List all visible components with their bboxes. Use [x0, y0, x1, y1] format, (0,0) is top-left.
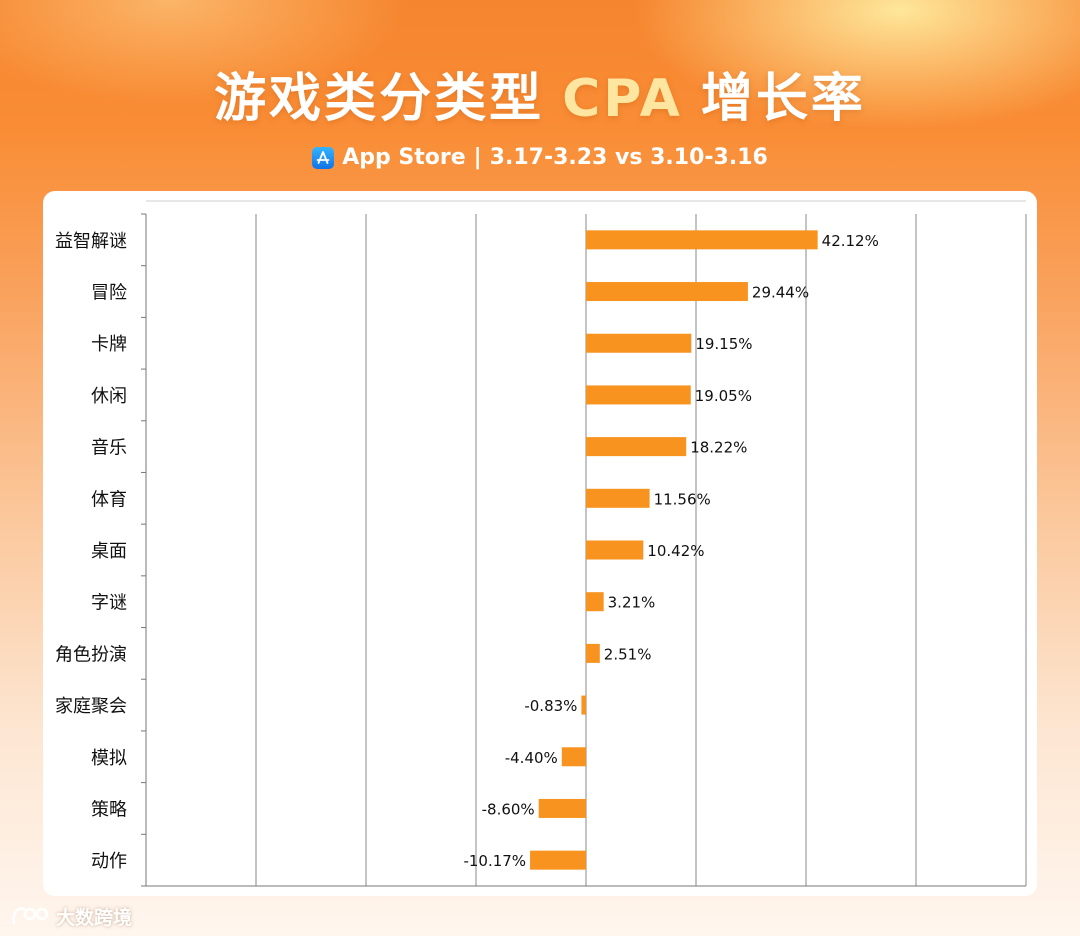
category-label: 模拟 [91, 748, 127, 769]
bar [586, 592, 604, 612]
data-label: -4.40% [505, 749, 558, 767]
category-label: 卡牌 [91, 334, 127, 355]
category-label: 体育 [91, 489, 127, 510]
category-label: 音乐 [91, 438, 127, 459]
bar [586, 385, 691, 405]
data-label: -8.60% [482, 800, 535, 818]
bar [586, 282, 748, 302]
bar [586, 643, 600, 663]
bar [530, 850, 586, 870]
category-label: 益智解谜 [55, 231, 127, 252]
bar [586, 230, 818, 250]
data-label: 3.21% [608, 594, 656, 612]
title-part1: 游戏类分类型 [214, 69, 545, 129]
category-label: 策略 [91, 799, 127, 820]
category-label: 动作 [91, 851, 127, 872]
data-label: 18.22% [690, 439, 747, 457]
bar [538, 798, 586, 818]
bar [586, 437, 687, 457]
data-label: 10.42% [647, 542, 704, 560]
data-label: 2.51% [604, 645, 652, 663]
watermark-text: 大数跨境 [56, 906, 133, 929]
chart-card: 益智解谜 42.12% 冒险 29.44% 卡牌 19.15% 休闲 19.05% 音乐 18.2… [43, 191, 1037, 896]
data-label: -0.83% [524, 697, 577, 715]
category-label: 家庭聚会 [55, 696, 127, 717]
data-label: 11.56% [654, 490, 711, 508]
bar [586, 540, 644, 560]
bar-chart: 益智解谜 42.12% 冒险 29.44% 卡牌 19.15% 休闲 19.05% 音乐 18.2… [55, 200, 1027, 887]
store-label: App Store [342, 145, 466, 170]
data-label: 29.44% [752, 284, 809, 302]
period-label: 3.17-3.23 vs 3.10-3.16 [489, 145, 768, 170]
data-label: 42.12% [822, 232, 879, 250]
watermark: 大数跨境 [10, 902, 132, 930]
data-label: -10.17% [463, 852, 526, 870]
category-label: 角色扮演 [55, 644, 127, 665]
subtitle: App Store | 3.17-3.23 vs 3.10-3.16 [0, 145, 1080, 170]
bar [586, 333, 692, 353]
title-cpa: CPA [562, 69, 683, 129]
data-label: 19.15% [695, 335, 752, 353]
data-label: 19.05% [695, 387, 752, 405]
page-title: 游戏类分类型 CPA 增长率 [0, 56, 1080, 131]
app-store-icon [312, 146, 335, 169]
category-label: 字谜 [91, 593, 127, 614]
category-label: 桌面 [91, 541, 127, 562]
bar [561, 747, 586, 767]
subtitle-separator: | [473, 145, 482, 170]
title-part2: 增长率 [700, 69, 866, 129]
category-label: 冒险 [91, 283, 127, 304]
brand-logo-icon [12, 907, 49, 925]
category-label: 休闲 [91, 386, 127, 407]
bar [581, 695, 586, 715]
bar [586, 488, 650, 508]
